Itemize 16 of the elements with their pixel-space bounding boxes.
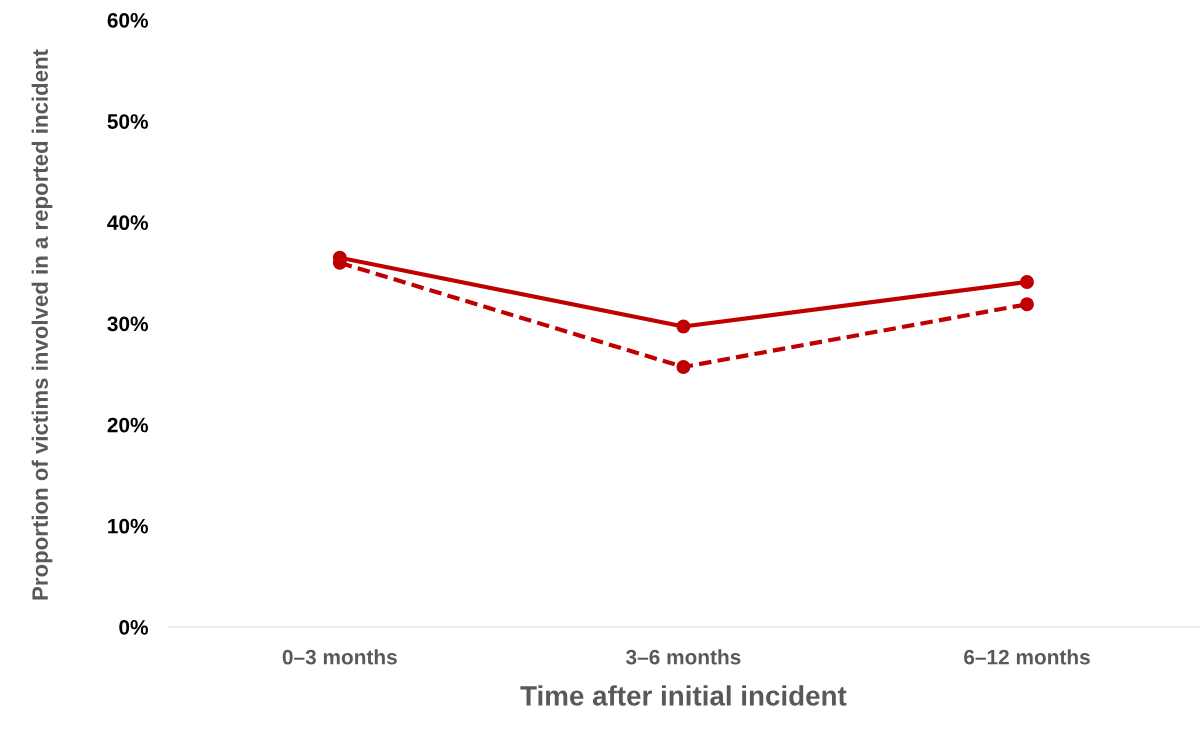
- y-axis-title: Proportion of victims involved in a reported incident: [31, 49, 53, 600]
- y-tick-label: 0%: [119, 619, 149, 635]
- y-tick-label: 60%: [107, 12, 149, 28]
- point: [1020, 297, 1034, 312]
- y-tick-label: 50%: [107, 114, 149, 129]
- x-axis-title: Time after initial incident: [520, 685, 847, 706]
- point: [676, 319, 691, 334]
- point: [676, 360, 691, 374]
- y-tick-label: 40%: [107, 215, 149, 231]
- y-tick-label: 20%: [107, 417, 149, 433]
- x-tick-label: 0–3 months: [282, 649, 397, 665]
- x-tick-label: 6–12 months: [964, 649, 1090, 665]
- point: [1020, 275, 1034, 289]
- y-tick-label: 10%: [108, 518, 149, 534]
- x-tick-label: 3–6 months: [626, 649, 741, 665]
- y-tick-label: 30%: [107, 316, 149, 332]
